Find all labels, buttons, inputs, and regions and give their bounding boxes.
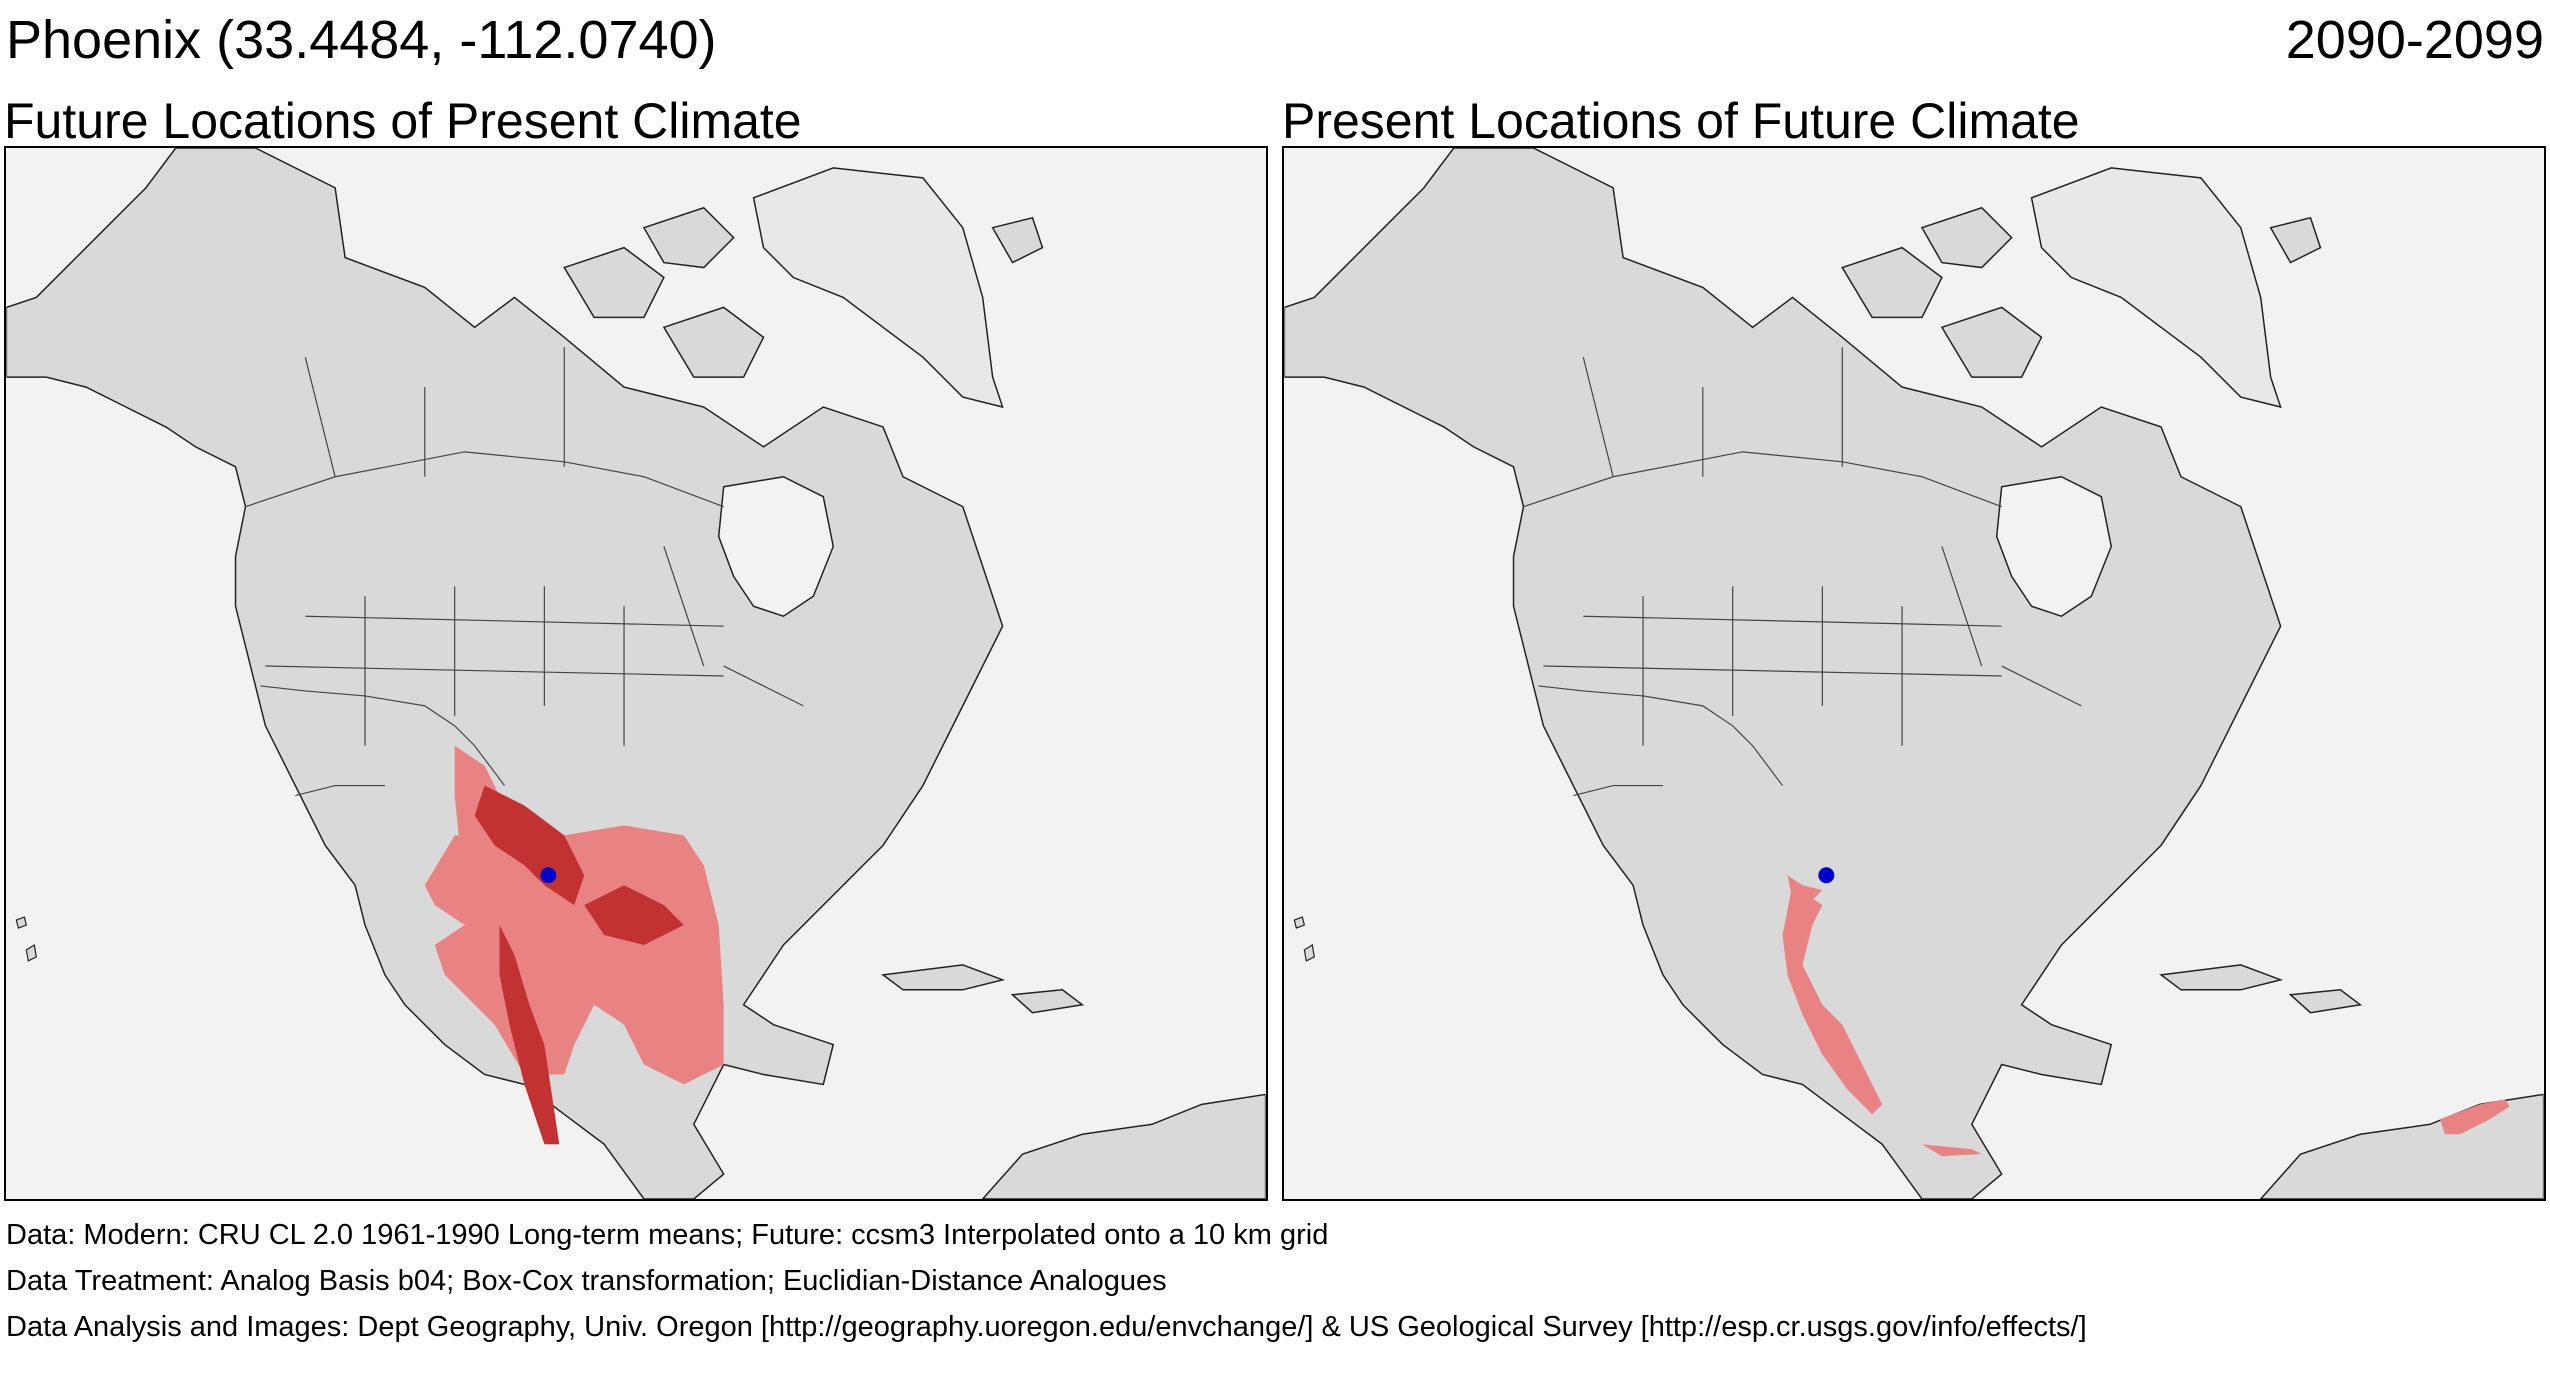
analog-region-sonora — [1782, 885, 1883, 1115]
analog-region-southwest — [1787, 875, 1823, 901]
period-label: 2090-2099 — [2285, 10, 2544, 70]
analog-region-baja — [499, 925, 560, 1145]
right-map-panel — [1282, 146, 2546, 1201]
left-map-panel — [4, 146, 1268, 1201]
target-location-marker — [540, 867, 557, 884]
analog-region-venezuela — [2439, 1099, 2510, 1135]
right-panel-title: Present Locations of Future Climate — [1282, 93, 2080, 149]
footer-data-treatment: Data Treatment: Analog Basis b04; Box-Co… — [6, 1265, 1167, 1297]
footer-data-source: Data: Modern: CRU CL 2.0 1961-1990 Long-… — [6, 1219, 1329, 1251]
page-title: Phoenix (33.4484, -112.0740) — [6, 10, 717, 70]
right-map — [1284, 148, 2544, 1199]
analog-region-mexico-coast — [1921, 1144, 1982, 1157]
analog-region-dark — [474, 785, 585, 906]
footer-data-analysis: Data Analysis and Images: Dept Geography… — [6, 1311, 2087, 1343]
left-map — [6, 148, 1266, 1199]
analog-region-light — [424, 825, 724, 1085]
left-panel-title: Future Locations of Present Climate — [4, 93, 802, 149]
target-location-marker — [1818, 867, 1835, 884]
analog-region-dark-2 — [584, 885, 684, 945]
